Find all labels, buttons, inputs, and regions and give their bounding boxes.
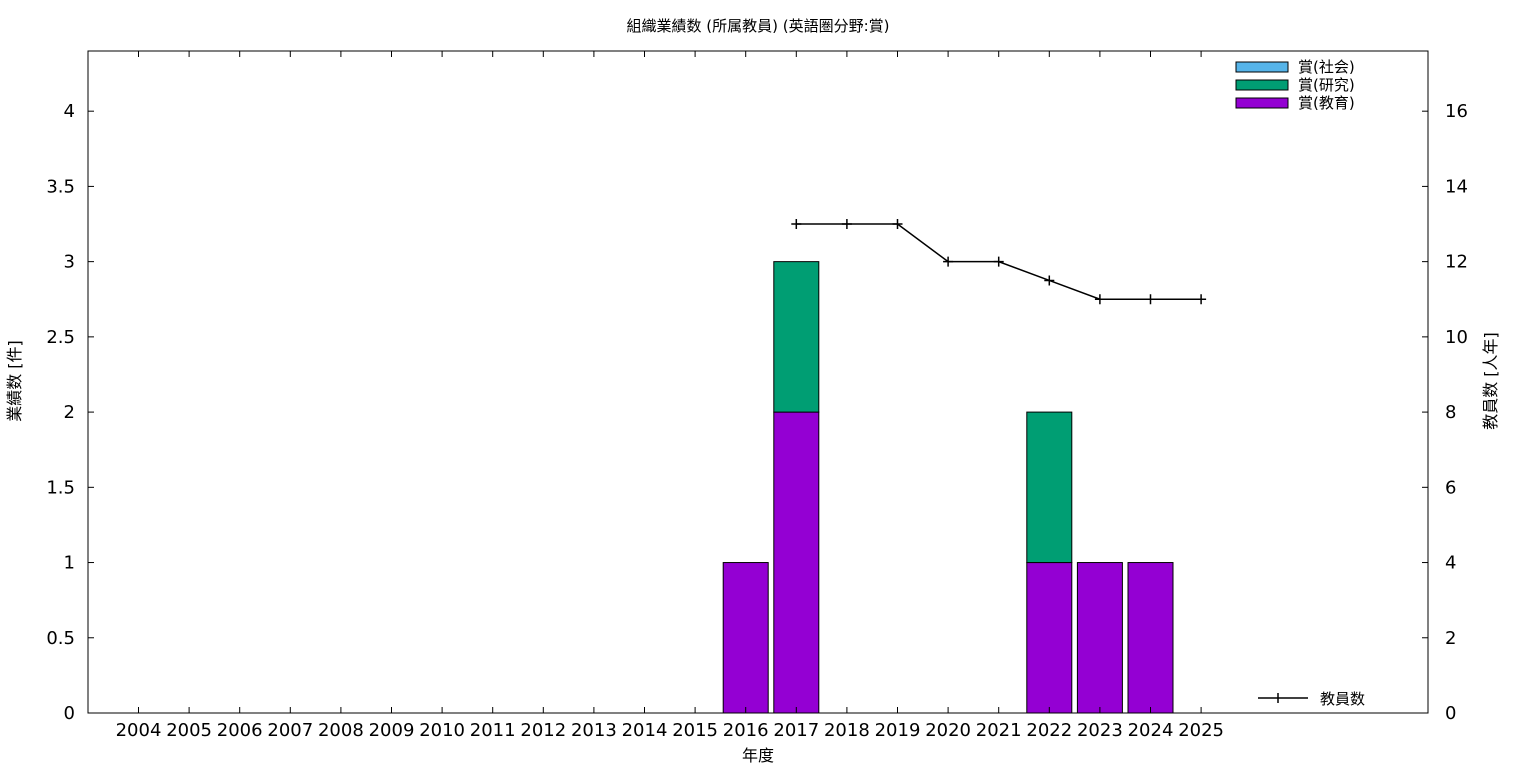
y-tick-label: 0 xyxy=(64,703,75,724)
bar xyxy=(773,411,820,714)
line-point xyxy=(1196,294,1207,305)
plot-frame xyxy=(87,50,1429,714)
y2-tick-label: 16 xyxy=(1445,101,1468,122)
chart-title: 組織業績数 (所属教員) (英語圏分野:賞) xyxy=(627,17,890,35)
x-tick-label: 2022 xyxy=(1026,720,1072,741)
x-tick-label: 2016 xyxy=(723,720,769,741)
y-tick-label: 3 xyxy=(64,252,75,273)
y2-tick-label: 12 xyxy=(1445,252,1468,273)
y2-axis-label: 教員数 [人年] xyxy=(1481,332,1500,430)
bar xyxy=(773,261,820,413)
y-tick-label: 0.5 xyxy=(46,628,75,649)
line-point xyxy=(1145,294,1156,305)
y2-tick-label: 8 xyxy=(1445,402,1456,423)
y-tick-label: 4 xyxy=(64,101,75,122)
y-tick-label: 1 xyxy=(64,553,75,574)
x-tick-label: 2015 xyxy=(672,720,718,741)
line-point xyxy=(791,219,802,230)
bar xyxy=(1026,562,1073,714)
x-tick-label: 2010 xyxy=(419,720,465,741)
x-tick-label: 2013 xyxy=(571,720,617,741)
y2-tick-label: 6 xyxy=(1445,477,1456,498)
y-tick-label: 2 xyxy=(64,402,75,423)
x-tick-label: 2017 xyxy=(773,720,819,741)
x-tick-label: 2012 xyxy=(520,720,566,741)
x-tick-label: 2021 xyxy=(976,720,1022,741)
line-legend-label: 教員数 xyxy=(1320,690,1365,708)
line-point xyxy=(892,219,903,230)
x-tick-label: 2020 xyxy=(925,720,971,741)
legend-swatch xyxy=(1235,79,1289,91)
line-point xyxy=(1044,275,1055,286)
y2-tick-label: 2 xyxy=(1445,628,1456,649)
bar xyxy=(1127,562,1174,714)
y2-tick-label: 4 xyxy=(1445,553,1456,574)
line-point xyxy=(1094,294,1105,305)
legend-label: 賞(教育) xyxy=(1298,94,1355,112)
bar xyxy=(722,562,769,714)
y-axis-label: 業績数 [件] xyxy=(5,340,24,422)
bars-layer xyxy=(722,261,1174,714)
x-tick-label: 2007 xyxy=(267,720,313,741)
x-tick-label: 2023 xyxy=(1077,720,1123,741)
y2-tick-label: 10 xyxy=(1445,327,1468,348)
y-tick-label: 3.5 xyxy=(46,176,75,197)
x-tick-label: 2014 xyxy=(622,720,668,741)
legend-label: 賞(社会) xyxy=(1298,58,1355,76)
x-tick-label: 2004 xyxy=(116,720,162,741)
bar xyxy=(1026,411,1073,564)
y2-tick-label: 0 xyxy=(1445,703,1456,724)
ticks-layer: 2004 2005 2006 2007 2008 2009 2010 2011 2012 2013… xyxy=(46,51,1468,741)
x-tick-label: 2009 xyxy=(369,720,415,741)
legend-swatch xyxy=(1235,97,1289,109)
x-tick-label: 2025 xyxy=(1178,720,1224,741)
bar xyxy=(1076,562,1123,714)
x-tick-label: 2006 xyxy=(217,720,263,741)
legend-swatch xyxy=(1235,61,1289,73)
x-tick-label: 2008 xyxy=(318,720,364,741)
y-tick-label: 1.5 xyxy=(46,477,75,498)
x-tick-label: 2019 xyxy=(875,720,921,741)
legend: 賞(社会)賞(研究)賞(教育) 教員数 xyxy=(1235,58,1365,708)
x-tick-label: 2024 xyxy=(1128,720,1174,741)
line-layer xyxy=(791,219,1207,305)
y-tick-label: 2.5 xyxy=(46,327,75,348)
line-point xyxy=(943,256,954,267)
line-point xyxy=(841,219,852,230)
line-point xyxy=(993,256,1004,267)
x-tick-label: 2011 xyxy=(470,720,516,741)
x-tick-label: 2005 xyxy=(166,720,212,741)
x-tick-label: 2018 xyxy=(824,720,870,741)
x-axis-label: 年度 xyxy=(742,746,774,765)
y2-tick-label: 14 xyxy=(1445,176,1468,197)
legend-label: 賞(研究) xyxy=(1298,76,1355,94)
